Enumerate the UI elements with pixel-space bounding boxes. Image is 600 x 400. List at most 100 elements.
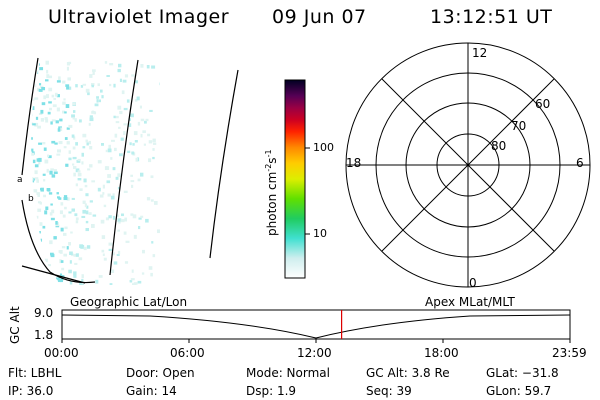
uv-speckle bbox=[42, 225, 46, 229]
uv-speckle bbox=[54, 142, 58, 145]
uv-speckle bbox=[24, 276, 28, 280]
uv-speckle bbox=[47, 189, 51, 192]
uv-speckle bbox=[101, 95, 104, 99]
uv-speckle bbox=[105, 217, 110, 221]
uv-speckle bbox=[112, 193, 115, 196]
uv-speckle bbox=[34, 177, 39, 180]
observation-time: 13:12:51 UT bbox=[430, 6, 553, 28]
uv-speckle bbox=[49, 107, 52, 111]
uv-speckle bbox=[56, 153, 61, 156]
uv-speckle bbox=[115, 121, 120, 124]
gc-alt-axis-label: GC Alt bbox=[8, 306, 22, 344]
uv-speckle bbox=[56, 192, 59, 195]
uv-speckle bbox=[27, 176, 31, 179]
uv-speckle bbox=[56, 277, 60, 280]
uv-speckle bbox=[117, 173, 122, 177]
uv-speckle bbox=[72, 117, 75, 120]
uv-speckle bbox=[45, 119, 49, 123]
geographic-latlon-label: Geographic Lat/Lon bbox=[70, 295, 188, 309]
uv-speckle bbox=[20, 90, 23, 93]
x-tick-1200: 12:00 bbox=[297, 346, 332, 360]
uv-speckle bbox=[121, 213, 124, 217]
uv-speckle bbox=[98, 99, 101, 103]
uv-speckle bbox=[123, 231, 127, 235]
uv-speckle bbox=[63, 197, 68, 201]
uv-speckle bbox=[49, 212, 53, 216]
uv-speckle bbox=[145, 218, 149, 223]
uv-speckle bbox=[22, 173, 26, 175]
uv-speckle bbox=[42, 275, 47, 279]
uv-speckle bbox=[61, 267, 65, 271]
uv-speckle bbox=[43, 194, 47, 198]
uv-speckle bbox=[60, 273, 63, 276]
uv-speckle bbox=[31, 152, 35, 156]
uv-speckle bbox=[137, 121, 141, 126]
uv-speckle bbox=[94, 103, 99, 107]
uv-speckle bbox=[130, 213, 134, 216]
uv-speckle bbox=[117, 229, 120, 232]
uv-speckle bbox=[62, 101, 66, 105]
uv-speckle bbox=[118, 126, 121, 129]
uv-speckle bbox=[53, 171, 58, 175]
uv-speckle bbox=[39, 67, 44, 71]
uv-speckle bbox=[113, 83, 116, 88]
uv-speckle bbox=[66, 66, 69, 71]
uv-speckle bbox=[21, 225, 24, 228]
uv-speckle bbox=[44, 117, 48, 121]
info-glon: GLon: 59.7 bbox=[486, 384, 552, 398]
uv-speckle bbox=[32, 159, 36, 164]
uv-speckle bbox=[107, 174, 111, 178]
uv-speckle bbox=[99, 194, 104, 198]
uv-speckle bbox=[73, 110, 76, 113]
info-gain: Gain: 14 bbox=[126, 384, 177, 398]
uv-speckle bbox=[92, 214, 97, 217]
uv-speckle bbox=[31, 60, 32, 64]
uv-speckle bbox=[34, 122, 39, 127]
uv-speckle bbox=[133, 282, 138, 285]
uv-speckle bbox=[27, 211, 30, 214]
uv-speckle bbox=[53, 169, 57, 172]
uv-speckle bbox=[60, 202, 64, 206]
uv-speckle bbox=[108, 144, 111, 149]
x-tick-0600: 06:00 bbox=[170, 346, 205, 360]
uv-speckle bbox=[37, 201, 42, 204]
uv-speckle bbox=[79, 244, 83, 249]
uv-speckle bbox=[37, 194, 40, 197]
uv-speckle bbox=[62, 110, 65, 114]
altitude-plot-frame bbox=[61, 309, 571, 340]
uv-speckle bbox=[81, 161, 84, 165]
uv-speckle bbox=[75, 253, 79, 257]
uv-speckle bbox=[58, 76, 61, 81]
uv-speckle bbox=[124, 74, 129, 78]
uv-speckle bbox=[37, 272, 40, 275]
uv-speckle bbox=[64, 226, 68, 230]
uv-speckle bbox=[66, 127, 70, 130]
mlt-label-12: 12 bbox=[472, 46, 488, 60]
uv-speckle bbox=[26, 82, 30, 84]
uv-speckle bbox=[148, 140, 153, 144]
uv-speckle bbox=[37, 259, 40, 263]
uv-speckle bbox=[35, 279, 39, 283]
uv-speckle bbox=[55, 221, 58, 225]
uv-speckle bbox=[81, 152, 85, 157]
uv-speckle bbox=[41, 102, 46, 106]
uv-speckle bbox=[102, 192, 105, 195]
uv-speckle bbox=[31, 106, 35, 111]
uv-speckle bbox=[72, 146, 76, 150]
uv-speckle bbox=[108, 242, 113, 246]
uv-speckle bbox=[59, 210, 63, 215]
uv-speckle bbox=[63, 232, 67, 236]
x-tick-2359: 23:59 bbox=[552, 346, 587, 360]
uv-speckle bbox=[85, 193, 89, 197]
uv-speckle bbox=[27, 282, 29, 285]
uv-speckle bbox=[117, 218, 122, 222]
uv-speckle bbox=[40, 109, 44, 114]
info-seq: Seq: 39 bbox=[366, 384, 412, 398]
uv-speckle bbox=[137, 280, 142, 284]
uv-speckle bbox=[75, 168, 80, 173]
uv-speckle bbox=[64, 137, 68, 140]
uv-speckle bbox=[86, 245, 91, 249]
uv-speckle bbox=[123, 107, 128, 111]
uv-speckle bbox=[22, 109, 25, 111]
uv-speckle bbox=[134, 80, 138, 84]
